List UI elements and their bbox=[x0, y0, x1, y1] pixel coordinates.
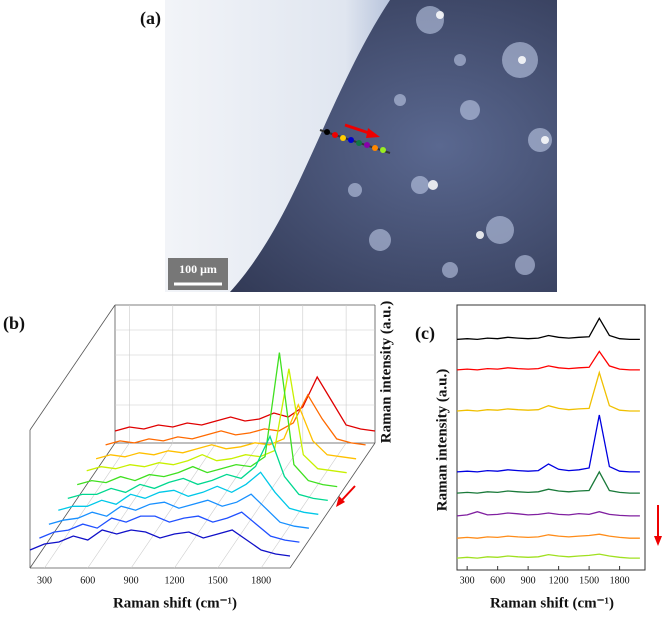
panel-label: (c) bbox=[415, 323, 435, 344]
spectrum bbox=[86, 368, 347, 474]
y-axis-label: Raman intensity (a.u.) bbox=[378, 301, 394, 444]
spectrum bbox=[456, 316, 640, 341]
axis-frame bbox=[289, 442, 376, 569]
spectrum bbox=[58, 471, 319, 515]
x-tick-label: 1500 bbox=[579, 575, 599, 586]
grid-line bbox=[260, 442, 347, 569]
spectrum bbox=[456, 350, 640, 371]
spectrum bbox=[29, 529, 291, 557]
spectrum bbox=[456, 370, 640, 412]
x-axis-label: Raman shift (cm⁻¹) bbox=[113, 595, 237, 611]
x-axis-label: Raman shift (cm⁻¹) bbox=[490, 595, 614, 611]
x-tick-label: 600 bbox=[490, 575, 505, 586]
spectrum bbox=[456, 470, 640, 494]
x-tick-label: 600 bbox=[80, 575, 95, 586]
grid-line bbox=[217, 442, 304, 569]
order-arrow bbox=[336, 485, 662, 546]
spectrum bbox=[114, 375, 376, 432]
x-tick-label: 300 bbox=[460, 575, 475, 586]
spectrum bbox=[105, 393, 366, 446]
grid-line bbox=[44, 442, 130, 569]
x-tick-label: 1800 bbox=[610, 575, 630, 586]
scale-bar-label: 100 μm bbox=[179, 262, 217, 276]
spectrum bbox=[456, 553, 640, 559]
axis-frame bbox=[29, 304, 116, 431]
axis-frame bbox=[29, 442, 116, 569]
y-axis-label: Raman intensity (a.u.) bbox=[434, 369, 450, 512]
grid-line bbox=[174, 442, 260, 569]
x-tick-label: 1500 bbox=[208, 575, 228, 586]
spectrum bbox=[456, 414, 640, 473]
x-tick-label: 900 bbox=[124, 575, 139, 586]
spectrum bbox=[456, 511, 640, 517]
sampling-points bbox=[324, 129, 386, 153]
x-tick-label: 900 bbox=[521, 575, 536, 586]
x-tick-label: 1200 bbox=[164, 575, 184, 586]
micrograph: 100 μm bbox=[165, 0, 557, 292]
x-tick-label: 1800 bbox=[251, 575, 271, 586]
x-tick-label: 300 bbox=[37, 575, 52, 586]
spectrum bbox=[95, 403, 357, 460]
x-tick-label: 1200 bbox=[549, 575, 569, 586]
spectrum bbox=[39, 511, 300, 543]
plot-frame bbox=[456, 304, 646, 571]
spectrum bbox=[77, 352, 338, 488]
spectrum bbox=[48, 493, 309, 529]
panel-label: (b) bbox=[3, 313, 25, 334]
spectrum bbox=[67, 434, 328, 502]
panel-label: (a) bbox=[140, 8, 161, 29]
grid-line bbox=[87, 442, 174, 569]
spectrum bbox=[456, 533, 640, 539]
